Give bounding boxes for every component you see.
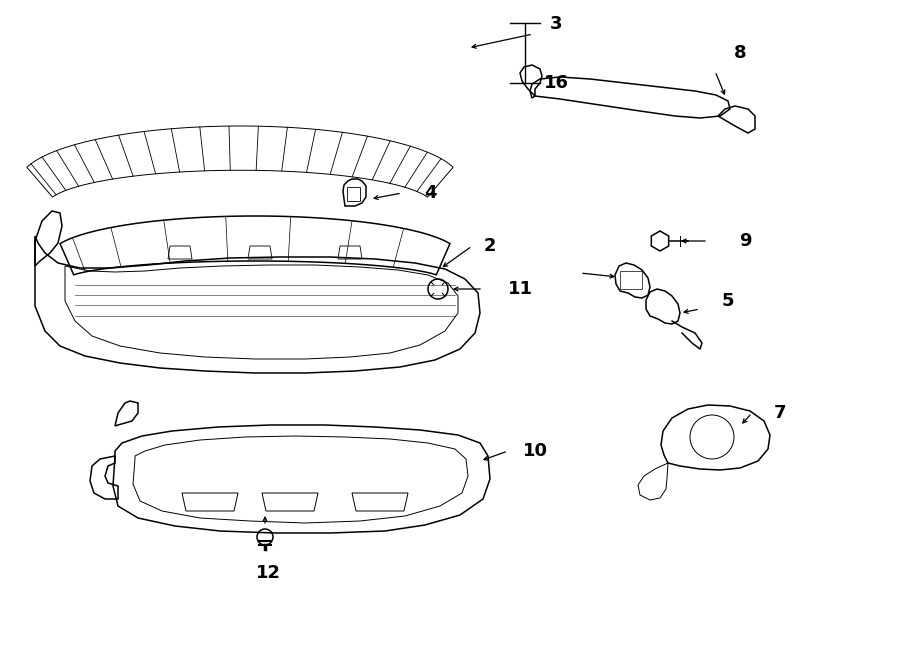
Text: 11: 11 [508,280,533,298]
Text: 3: 3 [550,15,562,33]
Text: 9: 9 [739,232,752,250]
Text: 10: 10 [523,442,547,460]
Text: 4: 4 [424,184,436,202]
Text: 16: 16 [544,74,569,92]
Text: 2: 2 [484,237,496,255]
Text: 7: 7 [774,404,787,422]
Text: 8: 8 [734,44,746,62]
Text: 5: 5 [722,292,734,310]
Text: 12: 12 [256,564,281,582]
